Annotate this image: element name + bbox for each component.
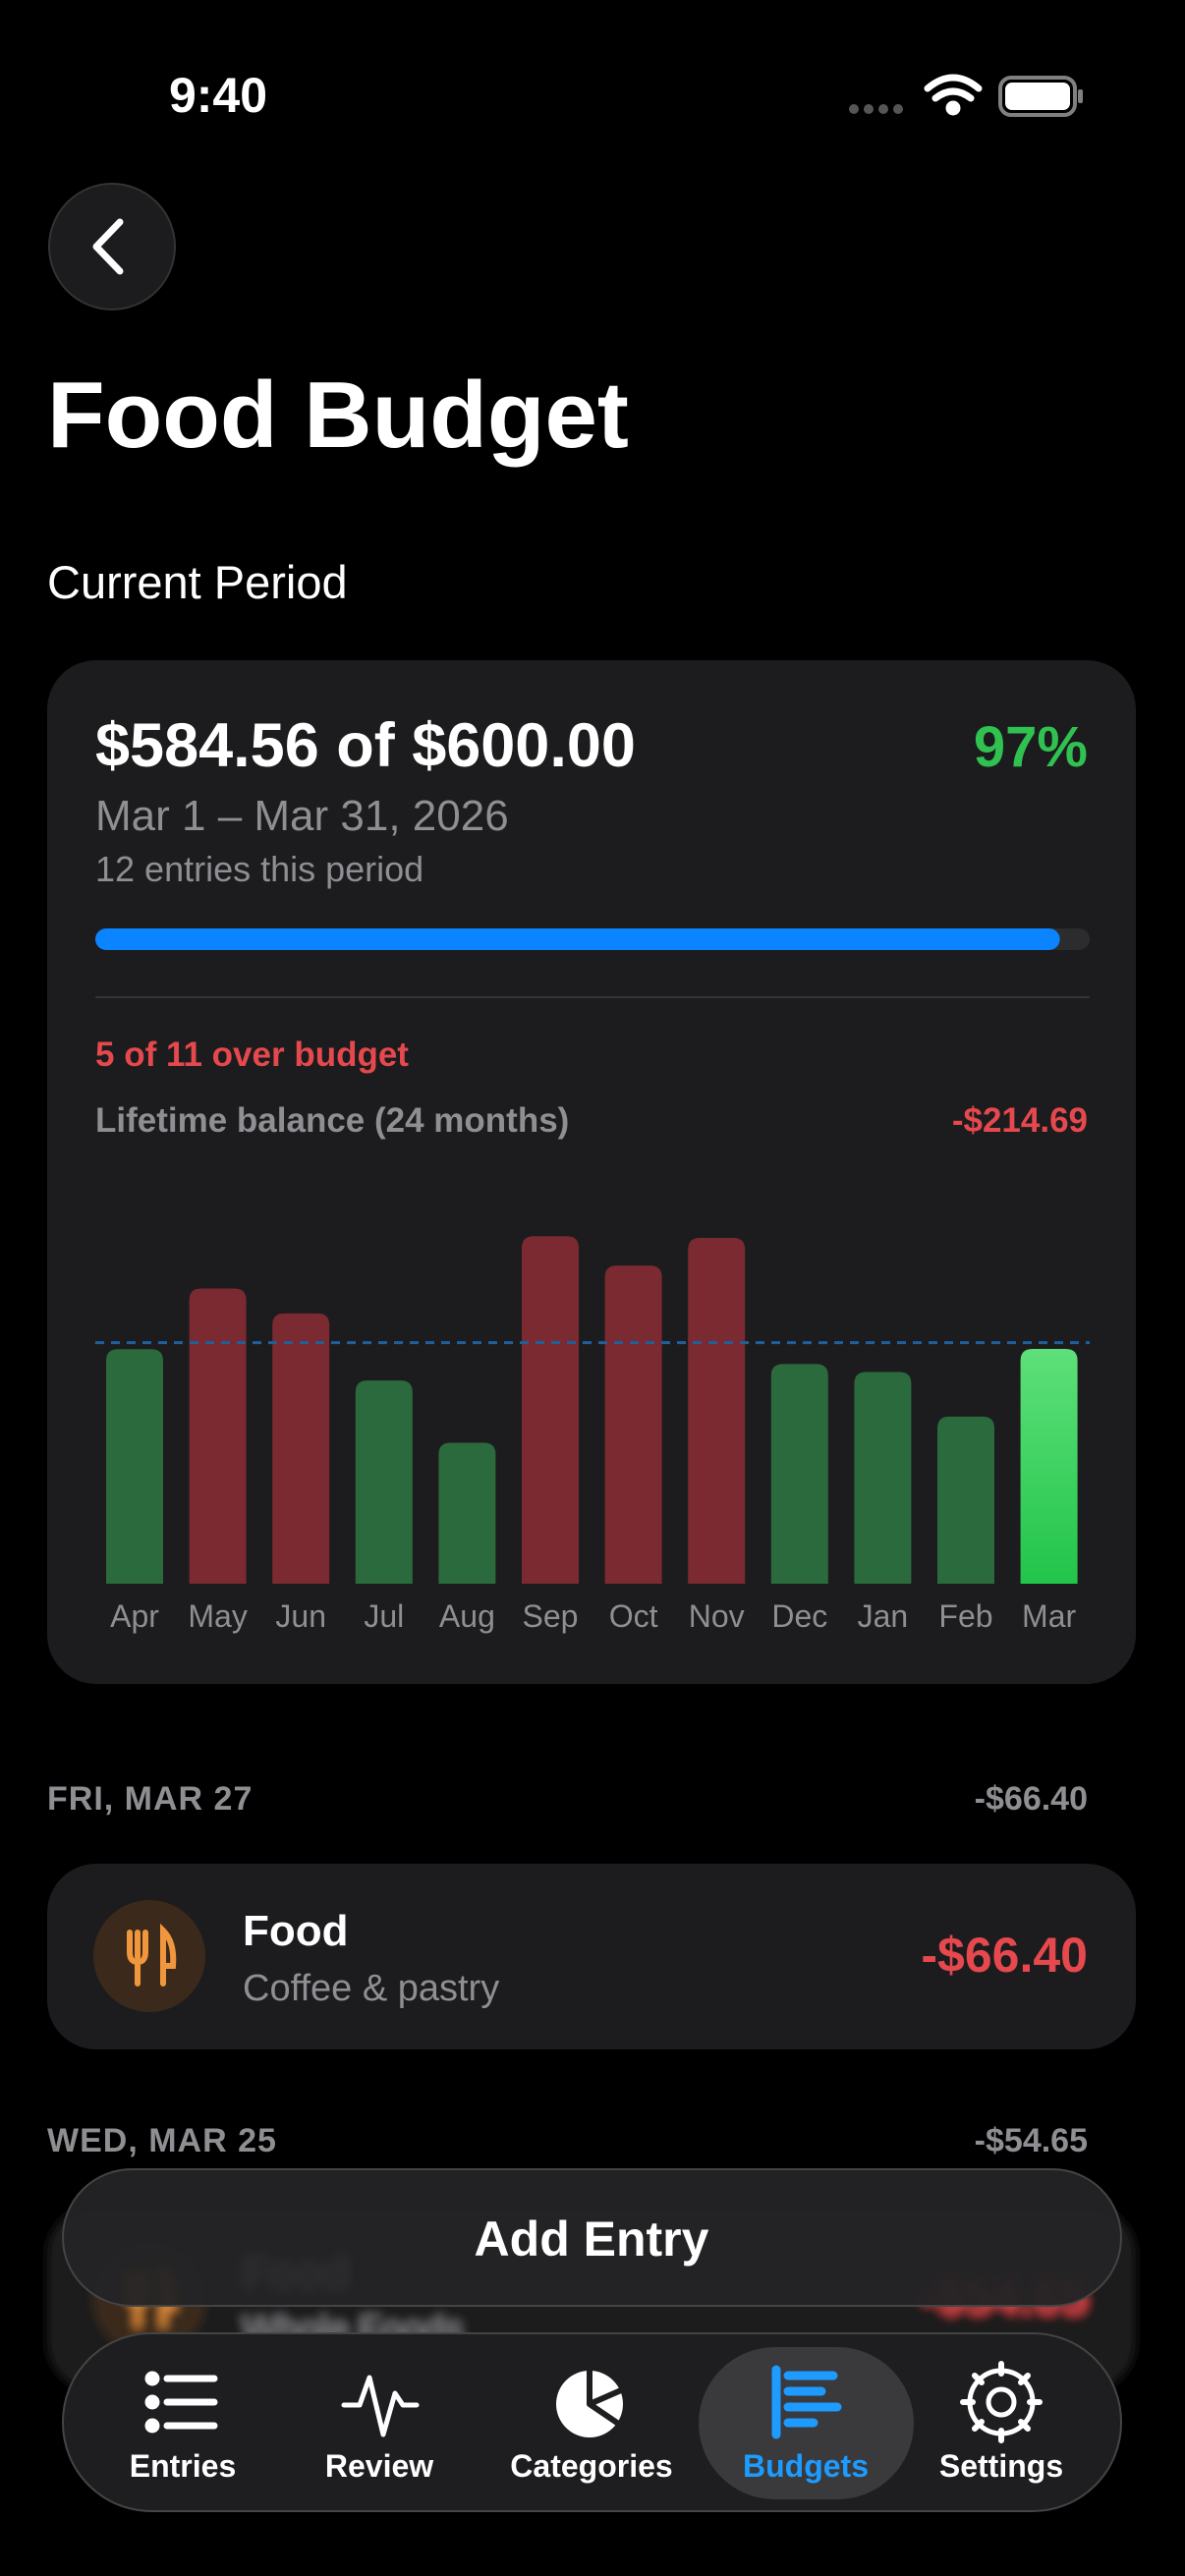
bar (937, 1416, 994, 1584)
bar (438, 1442, 496, 1584)
tab-label[interactable]: Entries (130, 2448, 236, 2484)
wifi (924, 74, 983, 116)
date-range: Mar 1 – Mar 31, 2026 (95, 792, 509, 840)
add-entry-label: Add Entry (475, 2212, 709, 2267)
percent: 97% (974, 715, 1088, 779)
tab-icons (144, 2361, 1043, 2443)
bar-chart: Apr May Jun Jul Aug Sep Oct Nov Dec Jan Feb Mar (95, 1236, 1090, 1634)
section-label: Current Period (47, 556, 348, 608)
back-button[interactable] (48, 183, 176, 310)
bar (604, 1265, 662, 1584)
signal (849, 104, 903, 114)
bar (522, 1236, 579, 1584)
entries-count: 12 entries this period (95, 849, 423, 889)
bar (189, 1288, 247, 1584)
month-label: Jul (364, 1598, 404, 1634)
entry-row[interactable]: Food Coffee & pastry -$66.40 (47, 1864, 1136, 2049)
month-label: Mar (1022, 1598, 1076, 1634)
bar (688, 1237, 746, 1584)
bar (1020, 1348, 1078, 1584)
month-label: Dec (771, 1598, 827, 1634)
bar (272, 1313, 330, 1584)
tab-label[interactable]: Review (325, 2448, 433, 2484)
tab-label[interactable]: Categories (510, 2448, 672, 2484)
month-label: May (188, 1598, 247, 1634)
tab-label[interactable]: Settings (939, 2448, 1063, 2484)
entry-amount: -$66.40 (921, 1928, 1088, 1983)
settings-icon (960, 2361, 1043, 2443)
day-total: -$66.40 (975, 1780, 1088, 1818)
entries-icon (144, 2371, 218, 2434)
category-icon-bg (93, 1900, 205, 2012)
categories-icon (556, 2368, 624, 2437)
month-label: Jan (858, 1598, 909, 1634)
over-budget: 5 of 11 over budget (95, 1036, 409, 1074)
month-label: Sep (523, 1598, 579, 1634)
lifetime-label: Lifetime balance (24 months) (95, 1101, 569, 1140)
bar (106, 1349, 163, 1584)
page-title: Food Budget (47, 363, 629, 468)
bar (355, 1380, 413, 1584)
entry-note: Coffee & pastry (243, 1968, 499, 2009)
amount: $584.56 of $600.00 (95, 711, 636, 780)
bar (770, 1364, 828, 1584)
month-label: Oct (609, 1598, 658, 1634)
month-label: Aug (439, 1598, 495, 1634)
tab-labels: Entries Review Categories Budgets Settings (130, 2448, 1063, 2484)
month-label: Jun (275, 1598, 326, 1634)
status-time: 9:40 (169, 68, 267, 123)
lifetime-value: -$214.69 (952, 1101, 1088, 1140)
month-label: Feb (938, 1598, 992, 1634)
add-entry-button[interactable]: Add Entry (62, 2168, 1122, 2307)
month-label: Apr (110, 1598, 159, 1634)
entry-card (47, 1864, 1136, 2049)
progress-fill (95, 928, 1060, 950)
day-header: WED, MAR 25 (47, 2122, 277, 2159)
day-total: -$54.65 (975, 2122, 1088, 2159)
month-label: Nov (689, 1598, 745, 1634)
fork-knife-icon (127, 1923, 177, 1987)
review-icon (341, 2375, 420, 2437)
day-header: FRI, MAR 27 (47, 1780, 253, 1818)
entry-category: Food (243, 1907, 349, 1955)
battery (998, 76, 1083, 117)
bar (854, 1372, 912, 1584)
tab-label[interactable]: Budgets (743, 2448, 869, 2484)
budgets-icon (771, 2365, 842, 2439)
